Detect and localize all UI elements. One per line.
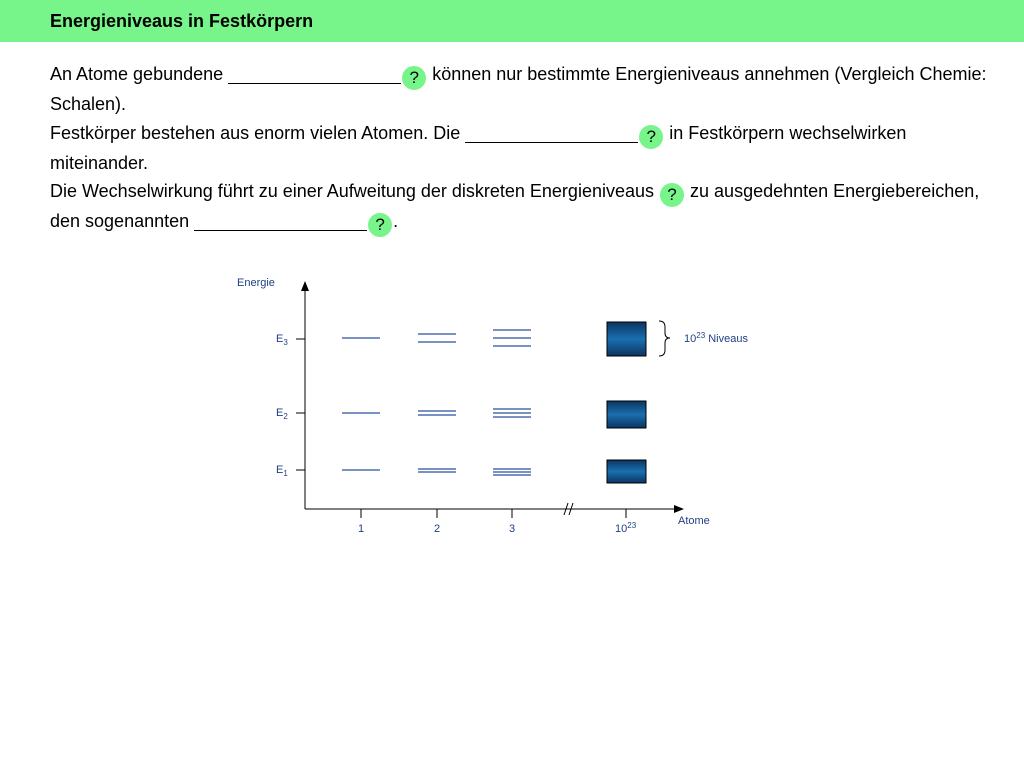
levels-3-atoms bbox=[493, 329, 531, 476]
cloze-text: An Atome gebundene ? können nur bestimmt… bbox=[50, 60, 990, 237]
x-tick-label-1023: 1023 bbox=[615, 521, 637, 535]
level-label-e3: E3 bbox=[276, 333, 288, 347]
level-label-e2: E2 bbox=[276, 407, 288, 421]
energy-band-e3 bbox=[606, 321, 647, 357]
text-segment: An Atome gebundene bbox=[50, 64, 224, 84]
hint-button-1[interactable]: ? bbox=[402, 66, 427, 90]
text-segment: Festkörper bestehen aus enorm vielen Ato… bbox=[50, 122, 461, 143]
text-segment: in Festkörpern wechselwirken miteinander… bbox=[50, 122, 907, 173]
x-axis-arrow-icon bbox=[674, 505, 684, 513]
energy-band-e1 bbox=[606, 459, 647, 484]
level-label-e1: E1 bbox=[276, 464, 288, 478]
page-title: Energieniveaus in Festkörpern bbox=[50, 11, 314, 31]
axis-break-icon bbox=[563, 502, 569, 516]
paragraph-2: Festkörper bestehen aus enorm vielen Ato… bbox=[50, 119, 990, 178]
y-axis-label: Energie bbox=[237, 277, 275, 289]
y-axis-arrow-icon bbox=[301, 281, 309, 291]
answer-blank-1[interactable] bbox=[228, 65, 402, 84]
paragraph-1: An Atome gebundene ? können nur bestimmt… bbox=[50, 60, 990, 119]
axis-break-icon bbox=[568, 502, 574, 516]
text-segment: können nur bestimmte Energieniveaus anne… bbox=[50, 64, 987, 114]
curly-brace-icon bbox=[658, 320, 671, 357]
answer-blank-3[interactable] bbox=[194, 212, 368, 231]
energy-band-e2 bbox=[606, 400, 647, 429]
text-segment: zu ausgedehnten Energiebereichen, den so… bbox=[50, 181, 980, 231]
x-axis-label: Atome bbox=[678, 515, 710, 527]
band-annotation: 1023 Niveaus bbox=[684, 331, 748, 345]
hint-button-3[interactable]: ? bbox=[660, 183, 685, 207]
levels-2-atoms bbox=[418, 333, 456, 473]
x-tick-label-2: 2 bbox=[434, 523, 440, 535]
hint-button-4[interactable]: ? bbox=[368, 213, 393, 237]
hint-button-2[interactable]: ? bbox=[639, 124, 664, 149]
text-segment: Die Wechselwirkung führt zu einer Aufwei… bbox=[50, 181, 654, 201]
x-tick-label-3: 3 bbox=[509, 523, 515, 535]
title-bar: Energieniveaus in Festkörpern bbox=[0, 0, 1024, 42]
levels-1-atom bbox=[342, 337, 380, 471]
paragraph-3: Die Wechselwirkung führt zu einer Aufwei… bbox=[50, 177, 990, 237]
answer-blank-2[interactable] bbox=[465, 124, 639, 143]
text-segment: . bbox=[393, 211, 399, 231]
x-tick-label-1: 1 bbox=[358, 523, 364, 535]
